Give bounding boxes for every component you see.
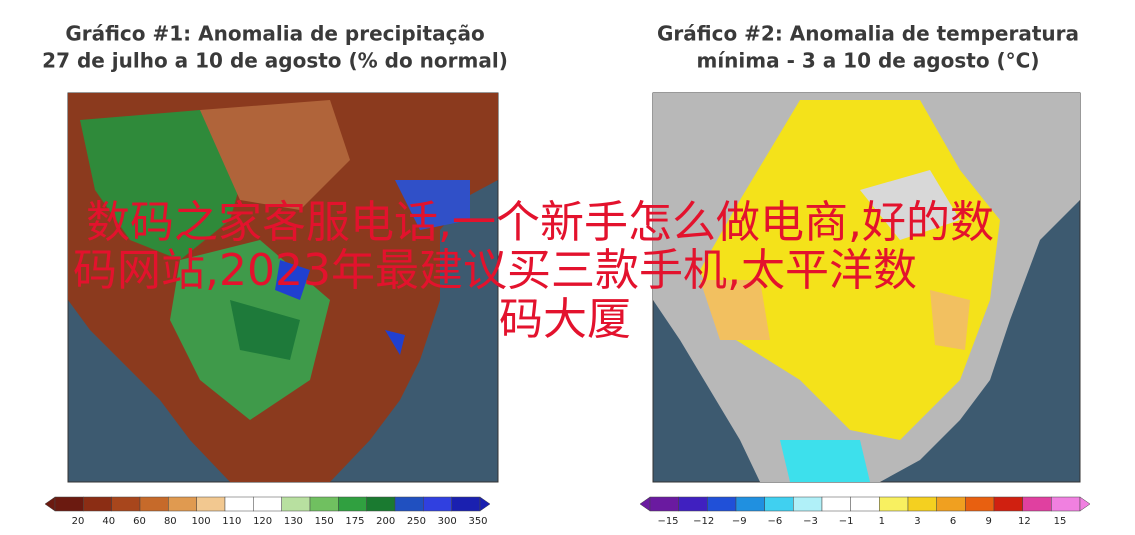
colorbar-segment xyxy=(793,496,823,512)
colorbar-segment xyxy=(735,496,765,512)
colorbar-label: 110 xyxy=(222,516,241,527)
colorbar-label: 12 xyxy=(1018,516,1031,527)
colorbar-segment xyxy=(1051,496,1081,512)
colorbar-segment xyxy=(821,496,851,512)
overlay-text: 数码之家客服电话,一个新手怎么做电商,好的数 xyxy=(86,197,994,248)
overlay-text: 码网站,2023年最建议买三款手机,太平洋数 xyxy=(73,245,917,296)
map-subtitle: mínima - 3 a 10 de agosto (°C) xyxy=(696,49,1039,73)
colorbar-label: 150 xyxy=(315,516,334,527)
colorbar-label: 130 xyxy=(284,516,303,527)
colorbar-end xyxy=(479,496,491,512)
map-subtitle: 27 de julho a 10 de agosto (% do normal) xyxy=(42,49,508,73)
colorbar-segment xyxy=(394,496,424,512)
colorbar-segment xyxy=(253,496,282,512)
colorbar-label: 1 xyxy=(879,516,885,527)
colorbar-segment xyxy=(1022,496,1052,512)
colorbar-end xyxy=(1079,496,1091,512)
colorbar-label: −1 xyxy=(839,516,854,527)
colorbar-segment xyxy=(309,496,339,512)
colorbar-segment xyxy=(907,496,937,512)
colorbar-label: 9 xyxy=(986,516,992,527)
colorbar-label: 250 xyxy=(407,516,426,527)
map-temperature xyxy=(652,92,1081,483)
colorbar-label: −12 xyxy=(693,516,714,527)
colorbar-label: 350 xyxy=(468,516,487,527)
colorbar-label: 200 xyxy=(376,516,395,527)
colorbar-segment xyxy=(83,496,112,512)
colorbar-label: 175 xyxy=(345,516,364,527)
map-title: Gráfico #2: Anomalia de temperatura xyxy=(657,22,1079,46)
colorbar-label: 80 xyxy=(164,516,177,527)
colorbar-label: −9 xyxy=(732,516,747,527)
colorbar-segment xyxy=(54,496,84,512)
colorbar-segment xyxy=(281,496,311,512)
colorbar: −15 −12 −9 −6 −3 −1 1 3 6 9 12 15 xyxy=(639,496,1091,527)
colorbar-segment xyxy=(111,496,141,512)
colorbar-segment xyxy=(764,496,794,512)
colorbar-label: 60 xyxy=(133,516,146,527)
colorbar-label: 100 xyxy=(192,516,211,527)
colorbar-label: −3 xyxy=(803,516,818,527)
overlay-text: 码大厦 xyxy=(499,294,631,345)
map-title: Gráfico #1: Anomalia de precipitação xyxy=(65,22,484,46)
colorbar-label: −15 xyxy=(657,516,678,527)
colorbar-segment xyxy=(224,496,254,512)
colorbar-segment xyxy=(879,496,909,512)
colorbar-label: −6 xyxy=(768,516,783,527)
colorbar-segment xyxy=(678,496,708,512)
colorbar-segment xyxy=(649,496,679,512)
colorbar-segment xyxy=(965,496,995,512)
colorbar-segment xyxy=(707,496,737,512)
colorbar-segment xyxy=(366,496,396,512)
colorbar-segment xyxy=(936,496,966,512)
colorbar-label: 20 xyxy=(72,516,85,527)
colorbar-segment xyxy=(850,496,880,512)
map-precipitation xyxy=(67,92,499,483)
colorbar-segment xyxy=(993,496,1023,512)
colorbar-segment xyxy=(196,496,226,512)
colorbar-label: 40 xyxy=(102,516,115,527)
colorbar-segment xyxy=(338,496,367,512)
colorbar-label: 15 xyxy=(1054,516,1067,527)
colorbar-segment xyxy=(451,496,481,512)
colorbar-segment xyxy=(168,496,197,512)
colorbar-label: 120 xyxy=(253,516,272,527)
colorbar-segment xyxy=(139,496,169,512)
colorbar-label: 6 xyxy=(950,516,956,527)
colorbar-label: 3 xyxy=(914,516,920,527)
colorbar-segment xyxy=(423,496,452,512)
colorbar: 20 40 60 80 100 110 120 130 150 175 200 250 300 350 xyxy=(44,496,491,527)
colorbar-label: 300 xyxy=(438,516,457,527)
